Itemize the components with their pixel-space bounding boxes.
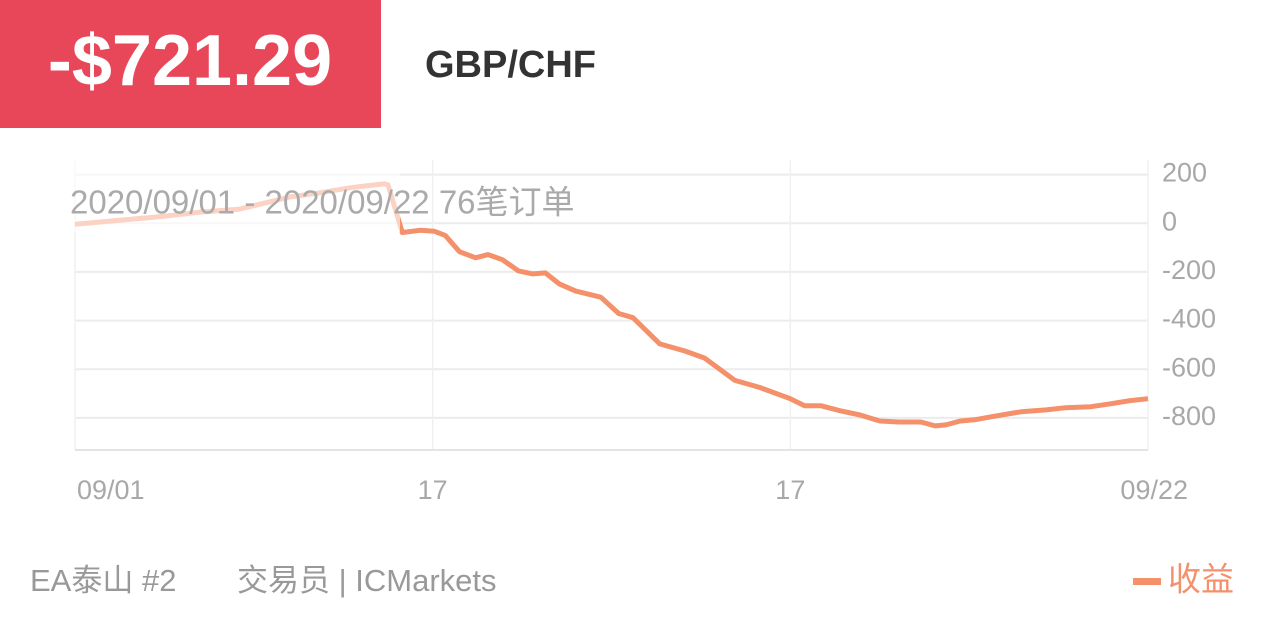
y-tick-label: -600 (1162, 352, 1216, 382)
subtitle-backdrop (68, 160, 400, 232)
amount-badge (0, 0, 381, 128)
account: EA泰山 #2 (30, 563, 176, 598)
y-tick-label: 0 (1162, 206, 1177, 236)
legend-swatch (1133, 578, 1161, 585)
trader: 交易员 | ICMarkets (237, 563, 497, 598)
legend-label: 收益 (1168, 561, 1234, 598)
x-tick-label: 17 (775, 475, 805, 505)
x-tick-label: 09/22 (1120, 475, 1188, 505)
symbol: GBP/CHF (425, 44, 596, 86)
x-tick-label: 09/01 (77, 475, 145, 505)
plot: 200 0 -200 -400 -600 -800 09/01 17 17 09/22 (74, 158, 1216, 505)
legend: 收益 (1133, 561, 1234, 598)
subtitle: 2020/09/01 - 2020/09/22 76笔订单 (70, 184, 575, 221)
x-tick-label: 17 (418, 475, 448, 505)
y-tick-label: -400 (1162, 304, 1216, 334)
y-tick-label: -800 (1162, 401, 1216, 431)
y-tick-label: 200 (1162, 158, 1207, 188)
amount: -$721.29 (48, 21, 332, 101)
y-tick-label: -200 (1162, 255, 1216, 285)
